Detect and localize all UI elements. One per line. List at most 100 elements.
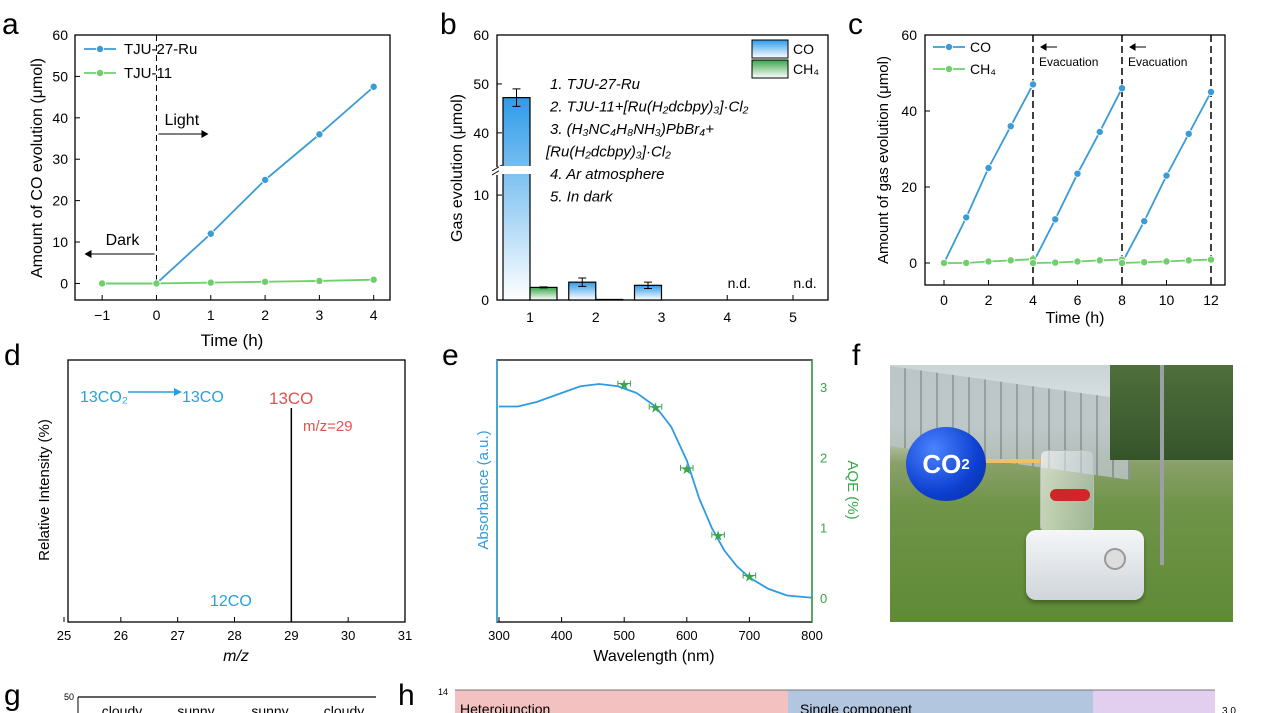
error-bar [578, 277, 587, 287]
aqe-point: ★ [681, 461, 694, 477]
error-bar [539, 286, 548, 289]
legend-label: CO [793, 41, 814, 57]
balloon-label: CO [922, 448, 962, 479]
legend-marker [96, 69, 105, 78]
y-tick-label: 60 [52, 27, 68, 43]
aqe-error-bar [680, 464, 694, 471]
x-tick-label: 2 [985, 292, 993, 308]
series-line-TJU-11 [102, 278, 374, 285]
y-tick-label: 30 [52, 151, 68, 167]
x-tick-label: 400 [551, 628, 573, 643]
y-tick-label: 0 [481, 292, 489, 308]
x-axis-label: m/z [223, 648, 249, 665]
panel-label-b: b [440, 8, 457, 41]
data-point [1095, 127, 1104, 136]
x-tick-label: 25 [57, 628, 71, 643]
data-point [984, 163, 993, 172]
x-tick-label: 27 [170, 628, 184, 643]
legend-label: TJU-11 [124, 65, 172, 82]
condition-note: 4. Ar atmosphere [550, 166, 665, 183]
not-detected-label: n.d. [728, 275, 751, 291]
panel-label-c: c [848, 8, 863, 41]
light-label: Light [164, 112, 199, 129]
y-tick-label: 50 [52, 68, 68, 84]
condition-note: 5. In dark [550, 189, 614, 206]
region-label: Single component [800, 701, 912, 713]
right-tick-label: 3.0 [1222, 706, 1236, 713]
error-bar [512, 88, 521, 107]
series-line-CO [943, 83, 1034, 264]
x-tick-label: 1 [207, 307, 215, 323]
data-point [1140, 258, 1149, 267]
legend-swatch-CH₄ [751, 59, 789, 79]
trees [1110, 365, 1233, 460]
bar-break-gap [499, 166, 531, 174]
aqe-point: ★ [618, 376, 631, 392]
y-axis-label: Relative Intensity (%) [36, 419, 53, 561]
x-tick-label: 10 [1159, 292, 1175, 308]
y-tick-label: 60 [901, 27, 917, 43]
aqe-point: ★ [712, 528, 725, 544]
x-tick-label: 1 [526, 309, 534, 325]
data-point [1051, 215, 1060, 224]
x-tick-label: 2 [592, 309, 600, 325]
data-point [1207, 88, 1216, 97]
y-axis-label: Amount of CO evolution (μmol) [29, 58, 46, 278]
condition-note: [Ru(H₂dcbpy)₃]·Cl₂ [545, 144, 671, 161]
left-y-axis-label: Absorbance (a.u.) [475, 430, 492, 549]
data-point [152, 279, 161, 288]
absorbance-curve [499, 383, 813, 599]
axis-break-gap [492, 167, 502, 175]
x-axis-label: Time (h) [201, 331, 264, 350]
data-point [1051, 258, 1060, 267]
bar-CO-1 [502, 97, 531, 301]
y-tick-label: 20 [52, 193, 68, 209]
balloon-subscript: 2 [961, 455, 970, 473]
data-point [1006, 122, 1015, 131]
data-point [1162, 257, 1171, 266]
x-tick-label: 29 [284, 628, 298, 643]
y-tick-label: 60 [473, 27, 489, 43]
region-background [1093, 690, 1215, 713]
y-tick-label: 10 [52, 234, 68, 250]
data-point [206, 229, 215, 238]
reaction-product: 13CO [182, 389, 224, 406]
right-y-tick-label: 2 [820, 450, 827, 465]
x-tick-label: 28 [227, 628, 241, 643]
data-point [206, 278, 215, 287]
aqe-point: ★ [649, 400, 662, 416]
light-arrowhead [201, 130, 209, 138]
x-tick-label: 4 [1029, 292, 1037, 308]
x-tick-label: 500 [613, 628, 635, 643]
data-point [1140, 217, 1149, 226]
data-point [1162, 171, 1171, 180]
x-tick-label: 300 [488, 628, 510, 643]
x-tick-label: 3 [315, 307, 323, 323]
aqe-error-bar [617, 380, 631, 387]
x-tick-label: 6 [1074, 292, 1082, 308]
mz-label: m/z=29 [303, 418, 353, 435]
aqe-point: ★ [743, 568, 756, 584]
data-point [1184, 129, 1193, 138]
weather-label: cloudy [324, 703, 364, 713]
y-tick-label: 20 [901, 179, 917, 195]
region-background [788, 690, 1093, 713]
weather-label: sunny [177, 703, 214, 713]
x-tick-label: 600 [676, 628, 698, 643]
co2-balloon: CO 2 [906, 427, 986, 501]
legend-label: TJU-27-Ru [124, 41, 197, 58]
x-tick-label: 2 [261, 307, 269, 323]
y-tick-label: 0 [60, 275, 68, 291]
stand-rod [1160, 365, 1164, 565]
data-point [1118, 258, 1127, 267]
right-y-axis-label: AQE (%) [844, 460, 861, 519]
x-tick-label: 8 [1118, 292, 1126, 308]
data-point [940, 258, 949, 267]
x-tick-label: 26 [114, 628, 128, 643]
x-tick-label: 4 [723, 309, 731, 325]
panel-label-d: d [4, 339, 21, 372]
weather-label: cloudy [102, 703, 142, 713]
red-clamp [1050, 489, 1090, 501]
region-label: Heterojunction [460, 701, 550, 713]
